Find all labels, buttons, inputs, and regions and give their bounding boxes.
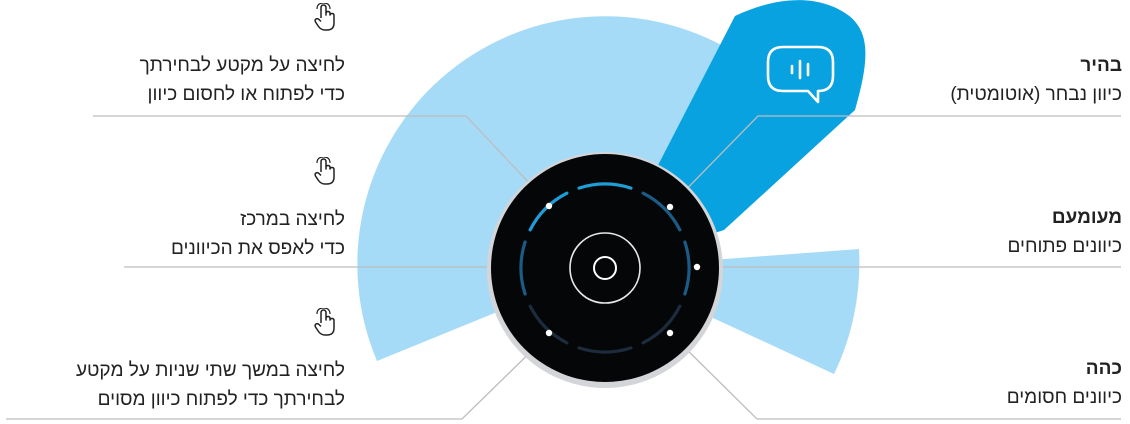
led-segment-bright[interactable] [528, 191, 569, 232]
hand-pointer-icon [314, 157, 335, 185]
leader-dot [666, 203, 674, 211]
leader-dot [545, 202, 553, 210]
led-segment-bright[interactable] [577, 182, 633, 190]
center-press-label: לחיצה במרכז כדי לאפס את הכיוונים [171, 205, 345, 263]
speech-bubble-waveform-icon [766, 45, 835, 104]
leader-dot [693, 263, 701, 271]
dim-label: מעומעם כיוונים פתוחים [1008, 203, 1123, 261]
center-press-line1: לחיצה במרכז [240, 209, 345, 230]
bright-desc: כיוון נבחר (אוטומטית) [950, 84, 1122, 105]
led-segment-dark[interactable] [577, 346, 633, 354]
leader-dots [545, 202, 701, 337]
led-segment-dim[interactable] [641, 191, 682, 232]
dim-desc: כיוונים פתוחים [1007, 236, 1123, 257]
dim-title: מעומעם [1051, 207, 1122, 228]
center-button[interactable] [593, 256, 617, 280]
led-segment-dim[interactable] [683, 240, 691, 296]
long-press-label: לחיצה במשך שתי שניות על מקטע לבחירתך כדי… [76, 356, 345, 414]
center-button-ring[interactable] [569, 232, 641, 304]
bright-title: בהיר [1080, 55, 1122, 76]
led-segment-dark[interactable] [528, 304, 569, 345]
dark-label: כהה כיוונים חסומים [1007, 354, 1122, 412]
microphone-device [487, 152, 723, 388]
leader-lines [6, 115, 1121, 420]
led-segment-dark[interactable] [641, 304, 682, 345]
leader-dot [666, 329, 674, 337]
dark-desc: כיוונים חסומים [1006, 387, 1122, 408]
leader-dark [669, 332, 1121, 420]
segment-press-line2: כדי לפתוח או לחסום כיוון [147, 84, 345, 105]
leader-dot [545, 329, 553, 337]
hand-pointer-icon [314, 3, 335, 31]
leader-bright [669, 115, 1121, 207]
hand-pointer-icon [314, 308, 335, 336]
long-press-line2: לבחירתך כדי לפתוח כיוון מסוים [97, 389, 345, 410]
dark-title: כהה [1085, 358, 1122, 379]
bright-label: בהיר כיוון נבחר (אוטומטית) [950, 51, 1122, 109]
device-body [491, 154, 719, 382]
led-segments [519, 182, 691, 354]
center-press-line2: כדי לאפס את הכיוונים [170, 238, 345, 259]
segment-press-line1: לחיצה על מקטע לבחירתך [139, 55, 345, 76]
long-press-line1: לחיצה במשך שתי שניות על מקטע [75, 360, 345, 381]
led-segment-dim[interactable] [519, 240, 527, 296]
leader-segment-press [93, 115, 550, 205]
segment-press-label: לחיצה על מקטע לבחירתך כדי לפתוח או לחסום… [140, 51, 345, 109]
leader-long-press [6, 332, 551, 420]
